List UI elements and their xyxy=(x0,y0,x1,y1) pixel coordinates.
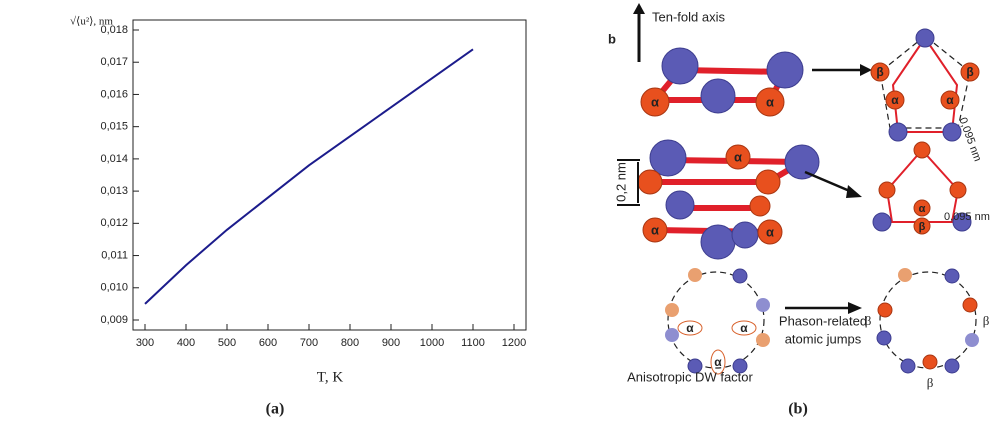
distance-label: 0,095 nm xyxy=(956,116,983,163)
alpha: α xyxy=(891,93,899,107)
y-tick-label: 0,011 xyxy=(101,249,128,261)
beta: β xyxy=(865,313,872,328)
x-tick-label: 300 xyxy=(136,337,154,349)
line xyxy=(144,48,474,305)
x-tick-label: 400 xyxy=(177,337,195,349)
y-tick-label: 0,016 xyxy=(100,88,128,100)
beta: β xyxy=(927,375,934,390)
y-tick-label: 0,017 xyxy=(100,56,128,68)
x-tick-label: 600 xyxy=(259,337,277,349)
alpha: α xyxy=(734,149,742,164)
x-tick-label: 1200 xyxy=(502,337,526,349)
caption: (a) xyxy=(266,401,285,418)
plot-frame xyxy=(132,19,527,331)
diagram: b Ten-fold axis α α β β α α 0,095 nm α 0… xyxy=(608,3,990,390)
beta: β xyxy=(919,221,926,233)
x-tick-label: 1000 xyxy=(420,337,444,349)
caption: (b) xyxy=(788,401,808,418)
dw-label: Anisotropic DW factor xyxy=(627,369,753,384)
x-tick-label: 700 xyxy=(300,337,318,349)
beta: β xyxy=(983,313,990,328)
alpha: α xyxy=(766,224,774,239)
y-tick-label: 0,012 xyxy=(100,217,128,229)
x-tick-label: 900 xyxy=(382,337,400,349)
beta: β xyxy=(966,65,973,79)
jump-label: atomic jumps xyxy=(785,331,862,346)
y-tick-label: 0,010 xyxy=(100,282,128,294)
y-tick-label: 0,013 xyxy=(100,185,128,197)
panel-letter: b xyxy=(608,31,616,46)
jump-label: Phason-related xyxy=(779,313,867,328)
y-tick-label: 0,018 xyxy=(100,24,128,36)
y-tick-label: 0,009 xyxy=(100,314,128,326)
alpha: α xyxy=(946,93,954,107)
x-tick-label: 500 xyxy=(218,337,236,349)
beta: β xyxy=(876,65,883,79)
y-tick-label: 0,015 xyxy=(100,121,128,133)
alpha: α xyxy=(919,203,926,215)
x-axis-label: T, K xyxy=(317,369,344,385)
x-tick-label: 800 xyxy=(341,337,359,349)
alpha: α xyxy=(651,94,659,109)
y-axis-label: √⟨u²⟩, nm xyxy=(70,16,113,28)
x-tick-label: 1100 xyxy=(461,337,485,349)
alpha: α xyxy=(766,94,774,109)
alpha: α xyxy=(740,321,748,335)
axis-label: Ten-fold axis xyxy=(652,9,725,24)
alpha: α xyxy=(686,321,694,335)
y-tick-label: 0,014 xyxy=(100,153,128,165)
distance-label: 0,095 nm xyxy=(944,211,990,223)
arrow-head xyxy=(633,3,645,14)
layer-distance: 0,2 nm xyxy=(613,162,628,202)
alpha: α xyxy=(651,222,659,237)
alpha: α xyxy=(714,355,722,369)
